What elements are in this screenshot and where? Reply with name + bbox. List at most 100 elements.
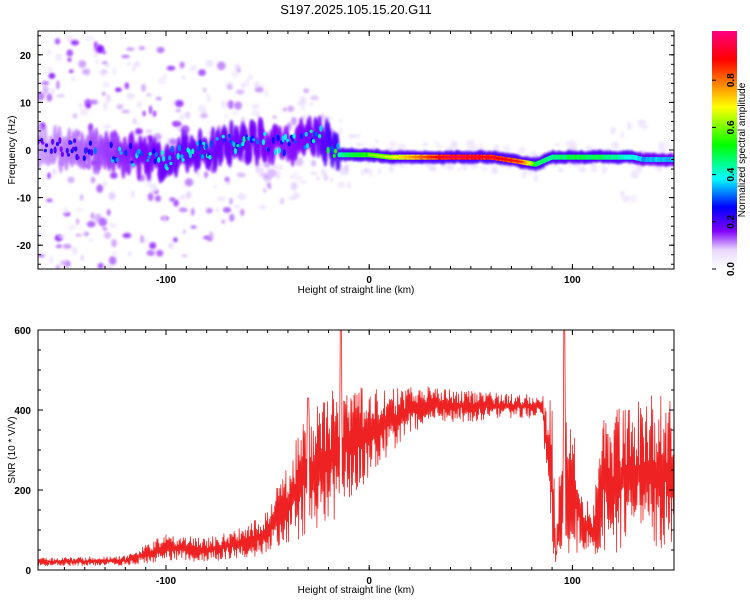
ridge-core	[66, 153, 71, 157]
ridge-core	[242, 136, 246, 143]
noise-blob	[140, 234, 144, 244]
ridge-core	[276, 134, 280, 142]
noise-blob	[80, 255, 84, 261]
ridge-core	[43, 148, 47, 153]
noise-blob	[610, 126, 616, 135]
noise-blob	[176, 126, 180, 132]
noise-blob	[229, 213, 235, 222]
noise-blob	[182, 74, 186, 81]
ridge-core	[209, 140, 213, 148]
noise-blob	[355, 143, 364, 147]
noise-blob	[388, 140, 398, 148]
colorbar-ticks: 0.0 0.2 0.4 0.6 0.8	[712, 73, 737, 276]
noise-blob	[220, 100, 227, 109]
noise-blob	[78, 60, 87, 69]
ridge-core	[88, 140, 92, 146]
noise-blob	[241, 82, 245, 89]
ridge-core	[331, 147, 335, 153]
noise-blob	[586, 145, 593, 151]
noise-blob	[602, 148, 611, 153]
noise-blob	[530, 151, 538, 160]
ridge-core	[53, 146, 57, 154]
noise-blob	[116, 103, 124, 110]
noise-blob	[71, 247, 78, 255]
noise-blob	[522, 170, 527, 180]
noise-blob	[291, 116, 297, 126]
ridge-core	[263, 132, 267, 136]
noise-blob	[62, 243, 72, 250]
noise-blob	[90, 212, 95, 220]
noise-blob	[121, 54, 130, 59]
ridge-core	[124, 149, 128, 157]
noise-blob	[142, 238, 148, 244]
noise-blob	[86, 221, 96, 228]
chart-title: S197.2025.105.15.20.G11	[280, 2, 432, 17]
ridge-core	[49, 148, 54, 155]
noise-blob	[150, 184, 158, 193]
noise-blob	[478, 143, 483, 149]
ridge-core	[112, 156, 116, 160]
noise-blob	[179, 61, 185, 69]
noise-blob	[191, 208, 195, 216]
ridge-core	[137, 148, 141, 154]
noise-blob	[294, 175, 303, 181]
noise-blob	[184, 178, 194, 187]
noise-blob	[275, 170, 281, 180]
noise-blob	[102, 124, 112, 129]
noise-blob	[213, 184, 218, 189]
noise-blob	[97, 262, 104, 269]
ridge-core	[271, 136, 275, 144]
colorbar-tick-label: 0.4	[726, 167, 737, 181]
noise-blob	[491, 166, 499, 175]
noise-blob	[248, 74, 253, 81]
ridge-core	[283, 133, 288, 141]
noise-blob	[141, 83, 146, 92]
noise-blob	[122, 232, 132, 239]
colorbar-tick-label: 0.8	[726, 73, 737, 87]
ridge-core	[292, 133, 296, 139]
noise-blob	[471, 163, 478, 170]
noise-blob	[290, 175, 294, 179]
noise-blob	[102, 61, 108, 65]
ridge-core	[236, 144, 240, 148]
ridge-core	[71, 146, 75, 151]
ridge-core	[181, 158, 185, 162]
noise-blob	[457, 167, 461, 172]
noise-blob	[237, 193, 246, 201]
noise-blob	[209, 231, 214, 239]
y-tick-label: 0	[25, 146, 31, 157]
noise-blob	[225, 181, 232, 185]
noise-blob	[231, 69, 239, 79]
noise-blob	[54, 38, 61, 45]
noise-blob	[638, 123, 646, 129]
ridge-halo	[256, 139, 261, 160]
noise-blob	[157, 77, 166, 85]
ridge-core	[198, 139, 202, 147]
x-tick-label: -100	[156, 275, 176, 286]
noise-blob	[207, 93, 211, 103]
ridge-core	[204, 143, 208, 150]
noise-blob	[101, 69, 108, 74]
y-tick-label: 200	[14, 486, 31, 497]
ridge-core	[65, 147, 69, 154]
ridge-core	[318, 134, 322, 139]
noise-blob	[67, 57, 72, 62]
ridge-core	[148, 152, 152, 156]
noise-blob	[48, 72, 56, 79]
y-tick-label: -10	[17, 194, 32, 205]
colorbar-tick-label: 0.0	[726, 262, 737, 276]
noise-blob	[461, 162, 468, 171]
noise-blob	[152, 110, 157, 117]
noise-blob	[46, 198, 53, 203]
noise-blob	[635, 164, 643, 173]
x-tick-label: 0	[366, 576, 372, 587]
noise-blob	[303, 88, 310, 94]
noise-blob	[229, 197, 233, 205]
noise-blob	[236, 67, 241, 73]
snr-line	[38, 330, 674, 567]
noise-blob	[133, 118, 137, 125]
ridge-core	[255, 139, 260, 145]
noise-blob	[257, 167, 265, 174]
noise-blob	[79, 194, 84, 201]
noise-blob	[179, 195, 187, 200]
